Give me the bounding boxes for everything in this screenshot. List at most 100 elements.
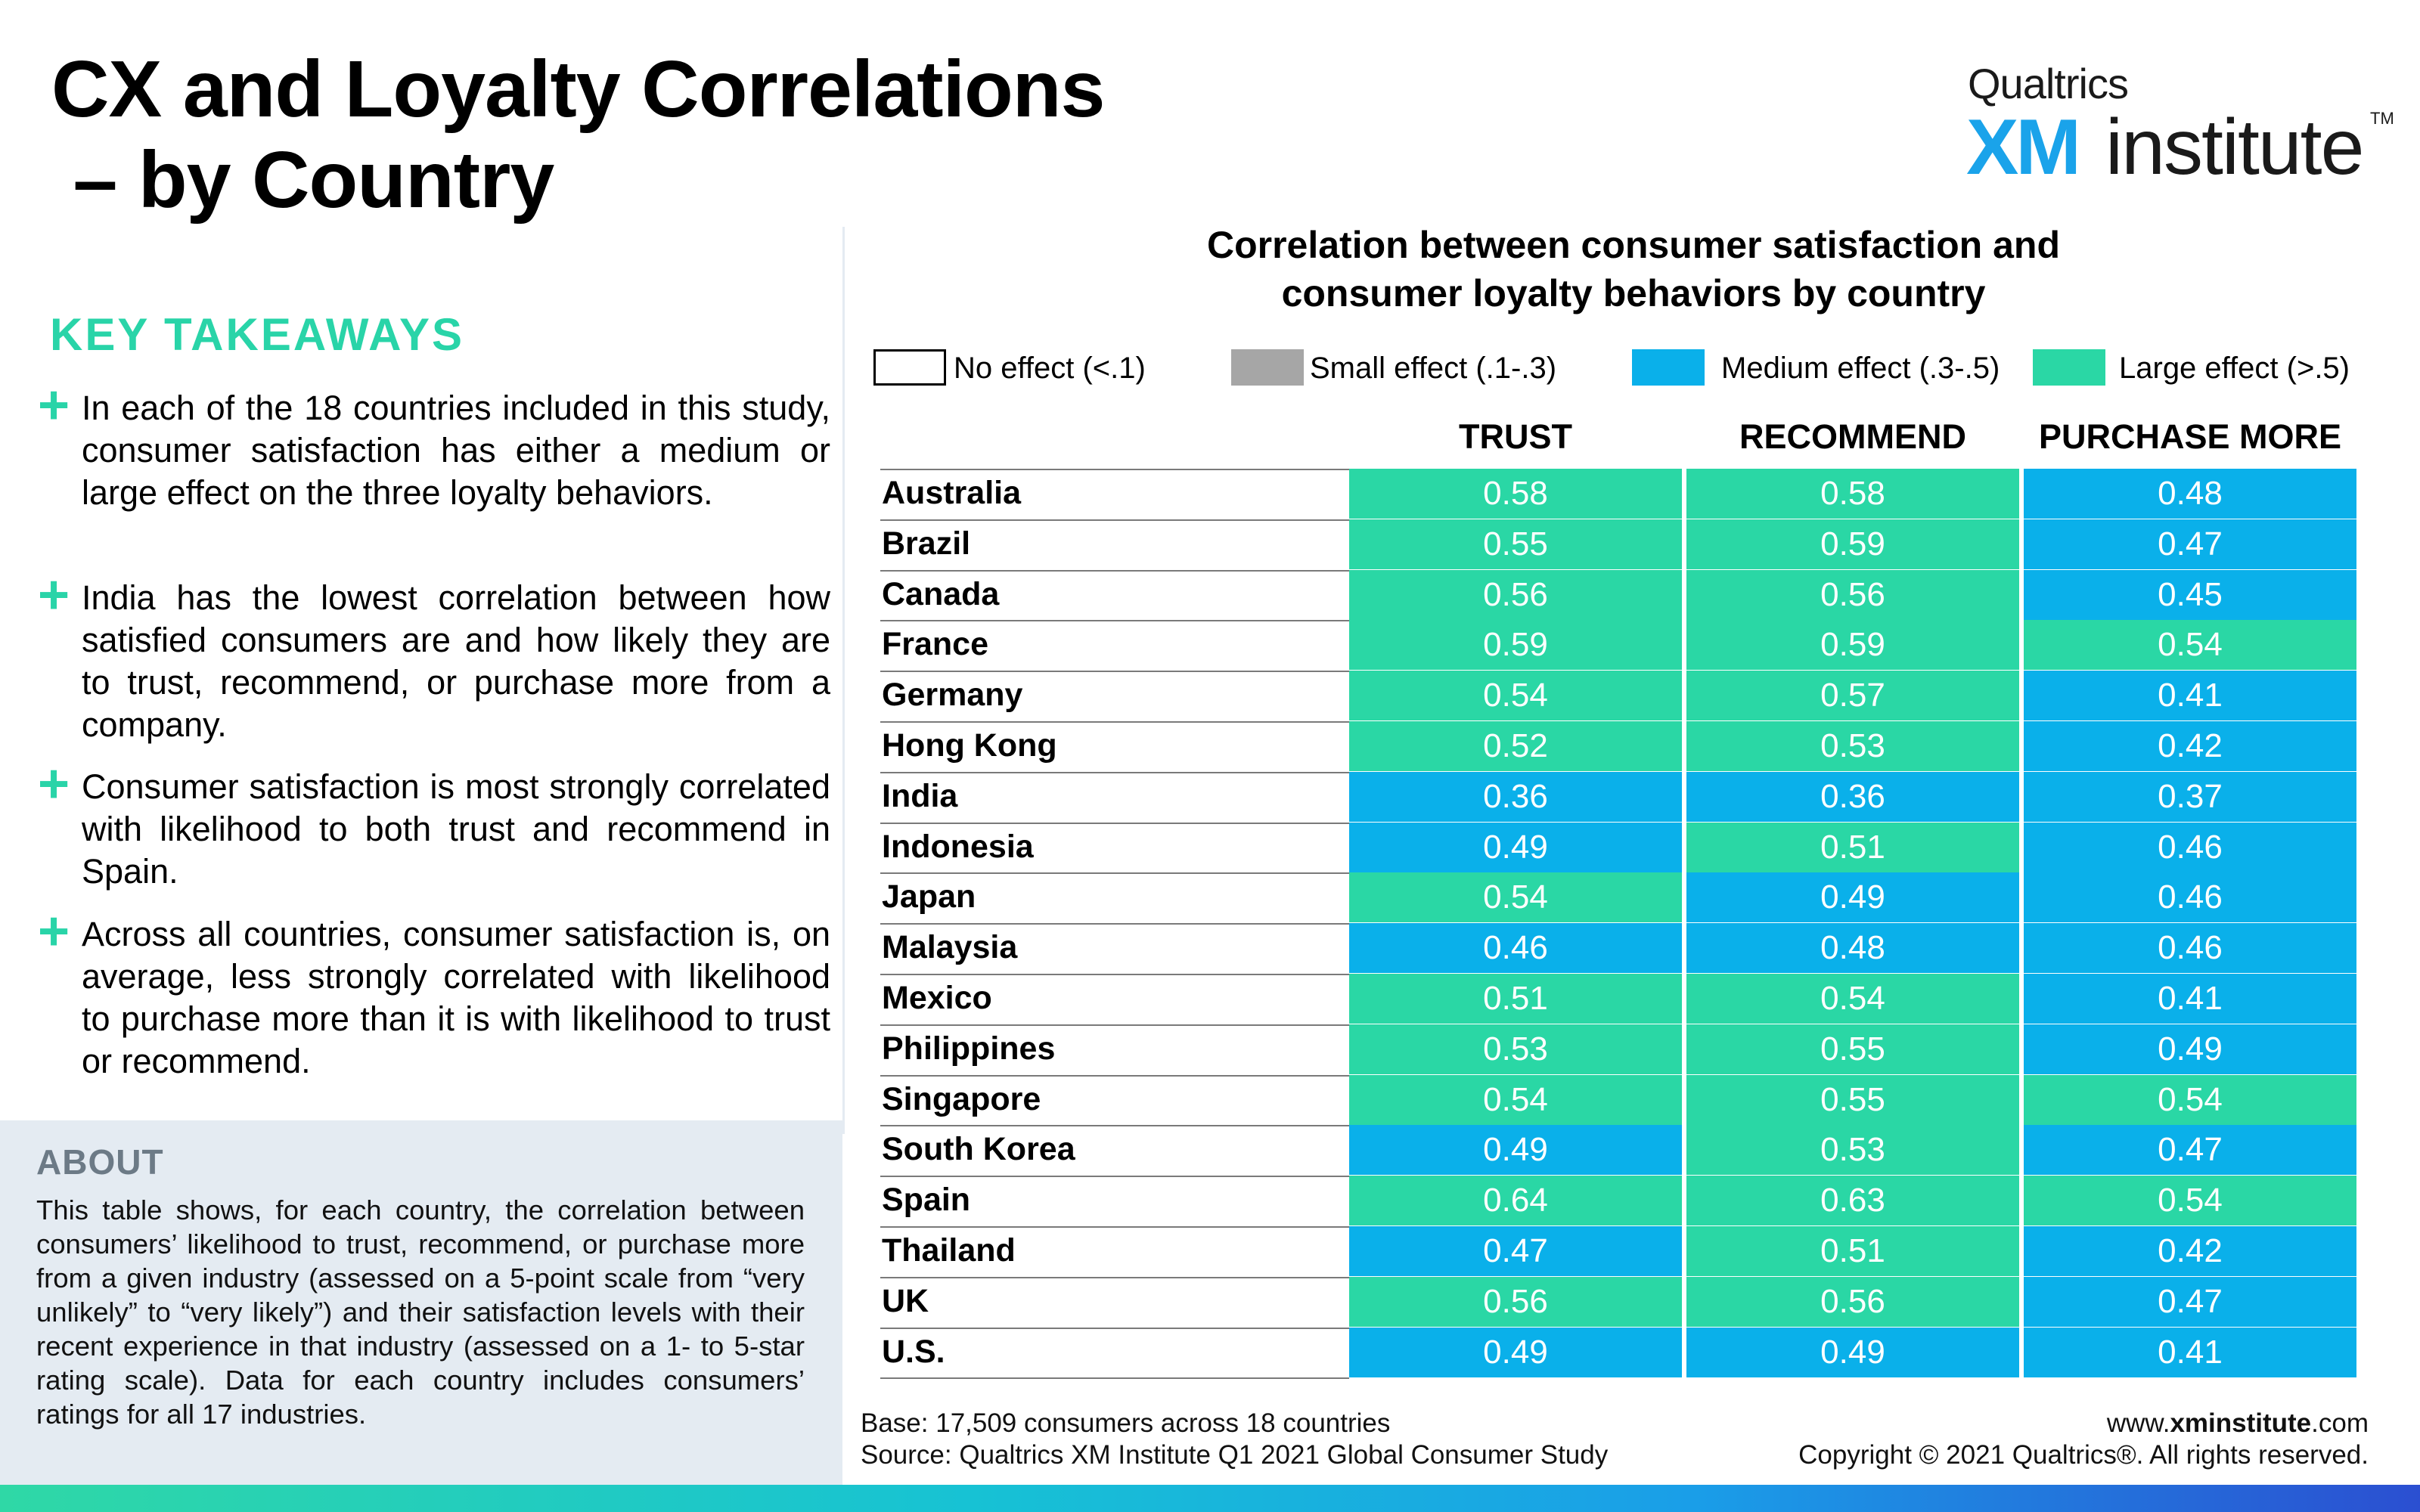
correlation-cell: 0.54 xyxy=(1349,671,1682,721)
correlation-cell: 0.42 xyxy=(2024,721,2356,771)
footer-url-suffix: .com xyxy=(2311,1408,2369,1438)
chart-title-line-2: consumer loyalty behaviors by country xyxy=(1281,272,1986,314)
about-heading: ABOUT xyxy=(36,1142,164,1182)
footer-copyright: www.xminstitute.com Copyright © 2021 Qua… xyxy=(1798,1408,2369,1471)
country-label: Malaysia xyxy=(882,929,1018,966)
row-divider xyxy=(880,1024,1349,1026)
correlation-cell: 0.51 xyxy=(1349,974,1682,1024)
correlation-cell: 0.53 xyxy=(1349,1024,1682,1074)
table-row: Japan 0.54 0.49 0.46 xyxy=(880,872,2358,923)
country-label: Philippines xyxy=(882,1030,1056,1067)
correlation-cell: 0.53 xyxy=(1686,1125,2019,1176)
correlation-cell: 0.49 xyxy=(2024,1024,2356,1074)
correlation-cell: 0.55 xyxy=(1686,1024,2019,1074)
legend-swatch-no-effect xyxy=(873,349,946,386)
correlation-cell: 0.58 xyxy=(1686,469,2019,519)
country-label: Germany xyxy=(882,677,1023,714)
row-divider xyxy=(880,974,1349,975)
logo-xm-text: XM xyxy=(1966,104,2081,191)
bottom-gradient-bar xyxy=(0,1485,2420,1512)
correlation-cell: 0.59 xyxy=(1686,519,2019,569)
table-row: Singapore 0.54 0.55 0.54 xyxy=(880,1074,2358,1125)
correlation-cell: 0.58 xyxy=(1349,469,1682,519)
correlation-cell: 0.47 xyxy=(2024,1276,2356,1327)
column-header-trust: TRUST xyxy=(1459,417,1572,456)
row-divider xyxy=(880,1226,1349,1228)
country-label: U.S. xyxy=(882,1333,945,1370)
table-row: UK 0.56 0.56 0.47 xyxy=(880,1276,2358,1327)
footer-source: Base: 17,509 consumers across 18 countri… xyxy=(861,1408,1608,1471)
correlation-cell: 0.41 xyxy=(2024,671,2356,721)
correlation-cell: 0.56 xyxy=(1686,569,2019,620)
key-takeaways-heading: KEY TAKEAWAYS xyxy=(50,309,465,360)
row-divider xyxy=(880,1377,1349,1379)
correlation-cell: 0.36 xyxy=(1686,771,2019,822)
logo-brand-text: Qualtrics xyxy=(1968,60,2129,107)
row-divider xyxy=(880,1176,1349,1178)
footer-copyright-text: Copyright © 2021 Qualtrics®. All rights … xyxy=(1798,1440,2369,1470)
qualtrics-xm-institute-logo: Qualtrics XM institute TM xyxy=(1966,59,2394,191)
footer-url-prefix: www. xyxy=(2106,1408,2170,1438)
chart-title-line-1: Correlation between consumer satisfactio… xyxy=(1206,224,2061,266)
country-label: Hong Kong xyxy=(882,727,1057,764)
table-row: Thailand 0.47 0.51 0.42 xyxy=(880,1226,2358,1276)
correlation-cell: 0.49 xyxy=(1686,1327,2019,1377)
legend-label: Large effect (>.5) xyxy=(2119,352,2350,385)
row-divider xyxy=(880,620,1349,622)
about-panel xyxy=(0,1120,842,1485)
row-divider xyxy=(880,519,1349,521)
correlation-cell: 0.55 xyxy=(1686,1074,2019,1125)
takeaway-text: In each of the 18 countries included in … xyxy=(82,389,830,512)
correlation-cell: 0.64 xyxy=(1349,1176,1682,1226)
legend-swatch-small-effect xyxy=(1231,349,1304,386)
correlation-cell: 0.48 xyxy=(2024,469,2356,519)
correlation-cell: 0.59 xyxy=(1349,620,1682,671)
correlation-cell: 0.46 xyxy=(1349,923,1682,974)
table-row: U.S. 0.49 0.49 0.41 xyxy=(880,1327,2358,1379)
table-row: South Korea 0.49 0.53 0.47 xyxy=(880,1125,2358,1176)
country-label: South Korea xyxy=(882,1131,1075,1168)
correlation-cell: 0.48 xyxy=(1686,923,2019,974)
correlation-cell: 0.45 xyxy=(2024,569,2356,620)
legend-label: Small effect (.1-.3) xyxy=(1310,352,1557,385)
country-label: France xyxy=(882,626,989,663)
plus-icon: + xyxy=(38,754,70,814)
row-divider xyxy=(880,569,1349,572)
country-label: UK xyxy=(882,1282,929,1319)
country-label: Mexico xyxy=(882,980,992,1016)
column-header-purchase-more: PURCHASE MORE xyxy=(2038,417,2342,456)
footer-base: Base: 17,509 consumers across 18 countri… xyxy=(861,1408,1391,1438)
row-divider xyxy=(880,721,1349,723)
row-divider xyxy=(880,1125,1349,1127)
chart-title: Correlation between consumer satisfactio… xyxy=(877,221,2390,318)
legend-label: No effect (<.1) xyxy=(954,352,1146,385)
correlation-cell: 0.51 xyxy=(1686,1226,2019,1276)
correlation-cell: 0.54 xyxy=(1686,974,2019,1024)
correlation-cell: 0.46 xyxy=(2024,923,2356,974)
correlation-cell: 0.54 xyxy=(2024,1176,2356,1226)
country-label: Brazil xyxy=(882,525,971,562)
table-row: Hong Kong 0.52 0.53 0.42 xyxy=(880,721,2358,771)
page-title-line-2: – by Country xyxy=(51,135,554,225)
table-row: France 0.59 0.59 0.54 xyxy=(880,620,2358,671)
correlation-cell: 0.49 xyxy=(1349,1125,1682,1176)
country-label: Japan xyxy=(882,878,976,916)
correlation-cell: 0.49 xyxy=(1349,822,1682,872)
country-label: India xyxy=(882,777,958,814)
correlation-cell: 0.56 xyxy=(1349,1276,1682,1327)
table-row: Spain 0.64 0.63 0.54 xyxy=(880,1176,2358,1226)
correlation-cell: 0.63 xyxy=(1686,1176,2019,1226)
correlation-cell: 0.36 xyxy=(1349,771,1682,822)
takeaway-text: India has the lowest correlation between… xyxy=(82,578,830,744)
footer-url[interactable]: www.xminstitute.com xyxy=(1798,1408,2369,1439)
correlation-cell: 0.51 xyxy=(1686,822,2019,872)
plus-icon: + xyxy=(38,375,70,435)
row-divider xyxy=(880,469,1349,470)
takeaway-text: Consumer satisfaction is most strongly c… xyxy=(82,767,830,891)
country-label: Thailand xyxy=(882,1232,1016,1269)
correlation-cell: 0.56 xyxy=(1686,1276,2019,1327)
correlation-cell: 0.54 xyxy=(1349,1074,1682,1125)
table-row: Mexico 0.51 0.54 0.41 xyxy=(880,974,2358,1024)
country-label: Singapore xyxy=(882,1080,1041,1117)
correlation-cell: 0.49 xyxy=(1349,1327,1682,1377)
